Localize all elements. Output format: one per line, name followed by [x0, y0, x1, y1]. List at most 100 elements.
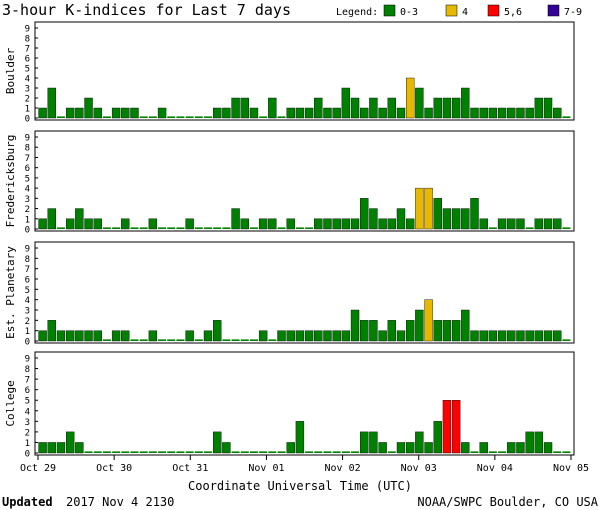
k-bar [222, 227, 231, 229]
panel-frame [34, 241, 575, 344]
k-bar [112, 451, 121, 453]
k-bar [130, 227, 139, 229]
k-bar [387, 218, 396, 230]
y-tick-label: 2 [25, 95, 30, 105]
k-bar [111, 330, 121, 342]
k-bar [176, 227, 185, 229]
x-tick-label: Oct 31 [172, 463, 208, 474]
k-bar [405, 320, 415, 342]
k-bar [433, 198, 442, 230]
source-credit: NOAA/SWPC Boulder, CO USA [417, 495, 598, 509]
y-tick-label: 3 [25, 307, 30, 317]
k-bar [415, 87, 424, 119]
panel-frame [34, 130, 575, 232]
k-bar [332, 330, 341, 342]
y-tick-label: 4 [25, 296, 30, 306]
k-bar [323, 218, 332, 230]
k-bar [323, 107, 332, 119]
legend-item-label: 7-9 [564, 7, 582, 18]
k-bar [231, 208, 240, 230]
updated-value: 2017 Nov 4 2130 [66, 495, 174, 509]
k-bar [442, 97, 452, 119]
k-bar [534, 218, 544, 230]
legend-label: Legend: [336, 7, 378, 18]
k-bar [213, 320, 222, 342]
k-bar [562, 116, 571, 118]
k-bar [553, 218, 562, 230]
k-bar [461, 309, 470, 342]
k-bar [433, 97, 442, 119]
k-bar [268, 97, 277, 119]
k-bar [185, 330, 194, 342]
k-bar [84, 330, 93, 342]
k-bar [332, 218, 341, 230]
k-bar [369, 431, 378, 454]
k-bar [295, 330, 305, 342]
k-bar [461, 442, 470, 454]
y-tick-label: 3 [25, 85, 30, 95]
x-tick-label: Nov 01 [248, 463, 284, 474]
k-bar [341, 330, 351, 342]
k-bar [286, 107, 295, 119]
k-bar [259, 116, 268, 118]
k-bar [305, 451, 314, 453]
k-bar [498, 451, 507, 453]
k-bar [240, 339, 249, 341]
k-bar [84, 97, 93, 119]
k-bar [194, 116, 203, 118]
k-bar [130, 107, 139, 119]
k-bar [258, 330, 268, 342]
k-bar [65, 107, 75, 119]
k-bar [167, 451, 176, 453]
y-tick-label: 4 [25, 407, 30, 417]
k-bar [158, 451, 167, 453]
k-bar [516, 442, 525, 454]
k-bar [38, 107, 47, 119]
k-bar [332, 107, 341, 119]
k-bar [451, 97, 461, 119]
k-bar [415, 187, 424, 230]
k-bar [139, 116, 148, 118]
k-bar [360, 107, 369, 119]
k-bar [75, 208, 84, 230]
k-bar [56, 442, 66, 454]
k-bar [562, 227, 571, 229]
k-bar [277, 227, 286, 229]
y-tick-label: 0 [25, 338, 30, 348]
y-tick-label: 1 [25, 105, 30, 115]
k-bar [56, 227, 65, 229]
k-bar [350, 218, 360, 230]
k-bar [222, 442, 231, 454]
k-bar [351, 451, 360, 453]
y-tick-label: 0 [25, 115, 30, 125]
k-bar [525, 107, 534, 119]
y-tick-label: 2 [25, 428, 30, 438]
k-bar [461, 208, 470, 230]
k-bar [47, 320, 56, 342]
y-tick-label: 7 [25, 154, 30, 164]
k-bar [158, 227, 167, 229]
k-bar [396, 208, 406, 230]
k-bar [433, 320, 442, 342]
y-tick-label: 8 [25, 365, 30, 375]
k-bar [38, 218, 47, 230]
k-bar [176, 116, 185, 118]
y-tick-label: 6 [25, 386, 30, 396]
k-bar [562, 339, 571, 341]
k-bar [405, 77, 415, 119]
k-bar [148, 116, 157, 118]
k-bar [249, 227, 258, 229]
k-bar [387, 97, 396, 119]
k-bar [304, 107, 314, 119]
k-bar [396, 107, 406, 119]
k-bar [497, 218, 507, 230]
k-bar [516, 330, 525, 342]
k-bar [424, 442, 433, 454]
x-tick-label: Oct 30 [96, 463, 132, 474]
k-bar [286, 218, 295, 230]
k-bar [139, 451, 148, 453]
k-bar [553, 330, 562, 342]
